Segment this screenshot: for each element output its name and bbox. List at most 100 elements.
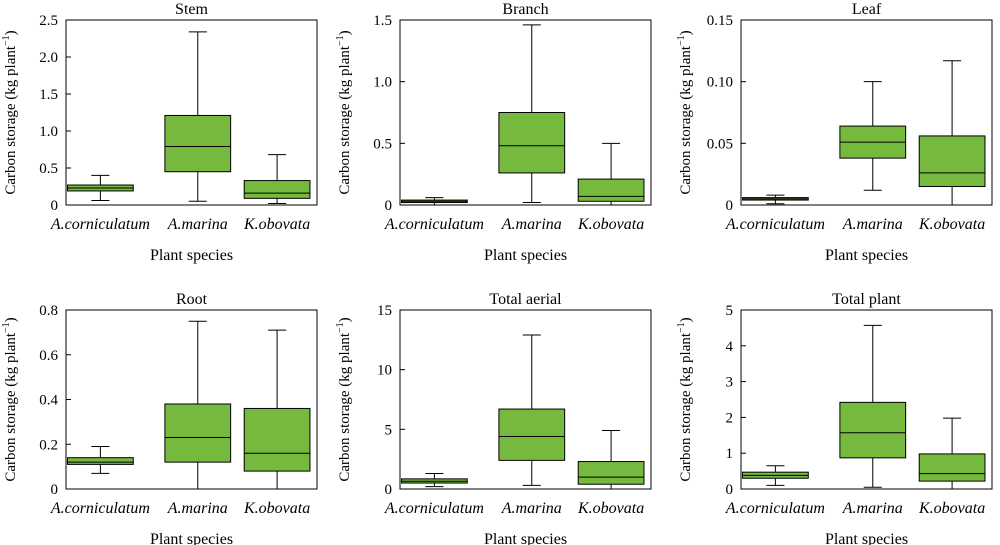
box-2 [164, 320, 232, 490]
y-tick-label: 1.0 [39, 124, 58, 140]
box-2 [498, 24, 566, 204]
box-iqr [498, 408, 566, 461]
category-label: K.obovata [577, 216, 644, 233]
box-2 [839, 324, 907, 488]
category-label: A.marina [501, 216, 562, 233]
category-label: A.marina [842, 216, 903, 233]
y-tick-label: 4 [726, 339, 734, 355]
y-tick-label: 0.8 [39, 303, 58, 319]
category-label: K.obovata [918, 216, 985, 233]
x-axis-label: Plant species [150, 247, 233, 264]
chart-panel: Total aerial 0 5 10 15 Carbon storage (kg pla… [335, 291, 652, 545]
chart-panel: Branch 0 0.5 1.0 1.5 Carbon storage (kg plant… [335, 1, 652, 264]
box-iqr [164, 403, 232, 463]
x-axis-label: Plant species [484, 247, 567, 264]
y-axis-label: Carbon storage (kg plant−1) [335, 317, 353, 481]
box-1 [401, 197, 468, 206]
y-axis-label-main: Carbon storage (kg plant [3, 332, 19, 482]
y-axis-label-close: ) [337, 30, 353, 35]
chart-panel: Total plant 0 1 2 3 4 5 Carbon storage (kg plan… [676, 291, 993, 545]
box-3 [918, 417, 986, 490]
y-axis-label: Carbon storage (kg plant−1) [676, 30, 694, 194]
y-axis-label: Carbon storage (kg plant−1) [335, 30, 353, 194]
category-label: A.marina [167, 500, 228, 517]
y-axis-label-superscript: −1 [335, 35, 346, 46]
chart-title: Branch [502, 1, 548, 18]
category-label: A.corniculatum [384, 216, 484, 233]
chart-title: Total aerial [489, 291, 562, 308]
chart-panel: Root 0 0.2 0.4 0.6 0.8 Carbon storage (kg plan… [1, 291, 318, 545]
box-2 [498, 334, 566, 486]
y-tick-label: 0.2 [39, 437, 58, 453]
plot-frame [740, 19, 993, 206]
y-tick-label: 10 [377, 363, 392, 379]
y-tick-label: 1 [726, 446, 734, 462]
y-axis-label: Carbon storage (kg plant−1) [1, 317, 19, 481]
y-axis-label-superscript: −1 [676, 35, 687, 46]
y-tick-label: 3 [726, 375, 734, 391]
box-iqr [164, 114, 232, 173]
category-label: A.corniculatum [50, 216, 150, 233]
y-tick-label: 0.4 [39, 393, 58, 409]
chart-title: Root [176, 291, 208, 308]
category-label: A.corniculatum [725, 500, 825, 517]
box-3 [577, 430, 645, 490]
plot-frame [65, 19, 318, 206]
plot-frame [740, 309, 993, 490]
y-tick-label: 2.5 [39, 13, 58, 29]
y-axis-label-close: ) [678, 317, 694, 322]
box-iqr [498, 112, 566, 174]
x-axis-label: Plant species [484, 531, 567, 545]
box-1 [67, 174, 134, 202]
y-tick-label: 5 [385, 422, 393, 438]
category-label: A.marina [842, 500, 903, 517]
y-tick-label: 0 [51, 482, 59, 498]
box-iqr [577, 178, 645, 202]
y-tick-label: 0.10 [707, 75, 733, 91]
y-axis-label: Carbon storage (kg plant−1) [1, 30, 19, 194]
y-axis-label-superscript: −1 [1, 35, 12, 46]
y-tick-label: 0 [385, 198, 393, 214]
y-tick-label: 0.5 [39, 161, 58, 177]
y-tick-label: 0 [385, 482, 393, 498]
plot-frame [399, 19, 652, 206]
box-3 [243, 329, 311, 490]
box-1 [67, 445, 134, 474]
box-1 [742, 194, 809, 205]
y-axis-label-close: ) [3, 317, 19, 322]
x-axis-label: Plant species [150, 531, 233, 545]
box-iqr [839, 401, 907, 459]
box-iqr [243, 180, 311, 199]
y-tick-label: 1.0 [373, 75, 392, 91]
category-label: K.obovata [243, 216, 310, 233]
y-axis-label-superscript: −1 [676, 322, 687, 333]
y-tick-label: 0 [726, 198, 734, 214]
category-label: K.obovata [243, 500, 310, 517]
plot-frame [399, 309, 652, 490]
box-3 [577, 142, 645, 206]
box-3 [918, 60, 986, 206]
y-axis-label-main: Carbon storage (kg plant [3, 45, 19, 195]
y-tick-label: 0.6 [39, 348, 58, 364]
box-1 [401, 472, 468, 488]
y-tick-label: 15 [377, 303, 392, 319]
box-iqr [67, 457, 134, 465]
y-axis-label-close: ) [337, 317, 353, 322]
y-axis-label: Carbon storage (kg plant−1) [676, 317, 694, 481]
y-axis-label-main: Carbon storage (kg plant [337, 332, 353, 482]
box-3 [243, 154, 311, 205]
y-axis-label-main: Carbon storage (kg plant [678, 332, 694, 482]
box-iqr [243, 407, 311, 472]
box-2 [164, 31, 232, 202]
category-label: K.obovata [918, 500, 985, 517]
y-tick-label: 0.15 [707, 13, 733, 29]
y-axis-label-close: ) [3, 30, 19, 35]
y-tick-label: 1.5 [373, 13, 392, 29]
box-iqr [918, 453, 986, 482]
y-axis-label-main: Carbon storage (kg plant [337, 45, 353, 195]
y-tick-label: 1.5 [39, 87, 58, 103]
category-label: A.corniculatum [384, 500, 484, 517]
chart-title: Stem [175, 1, 208, 18]
chart-title: Leaf [852, 1, 882, 18]
